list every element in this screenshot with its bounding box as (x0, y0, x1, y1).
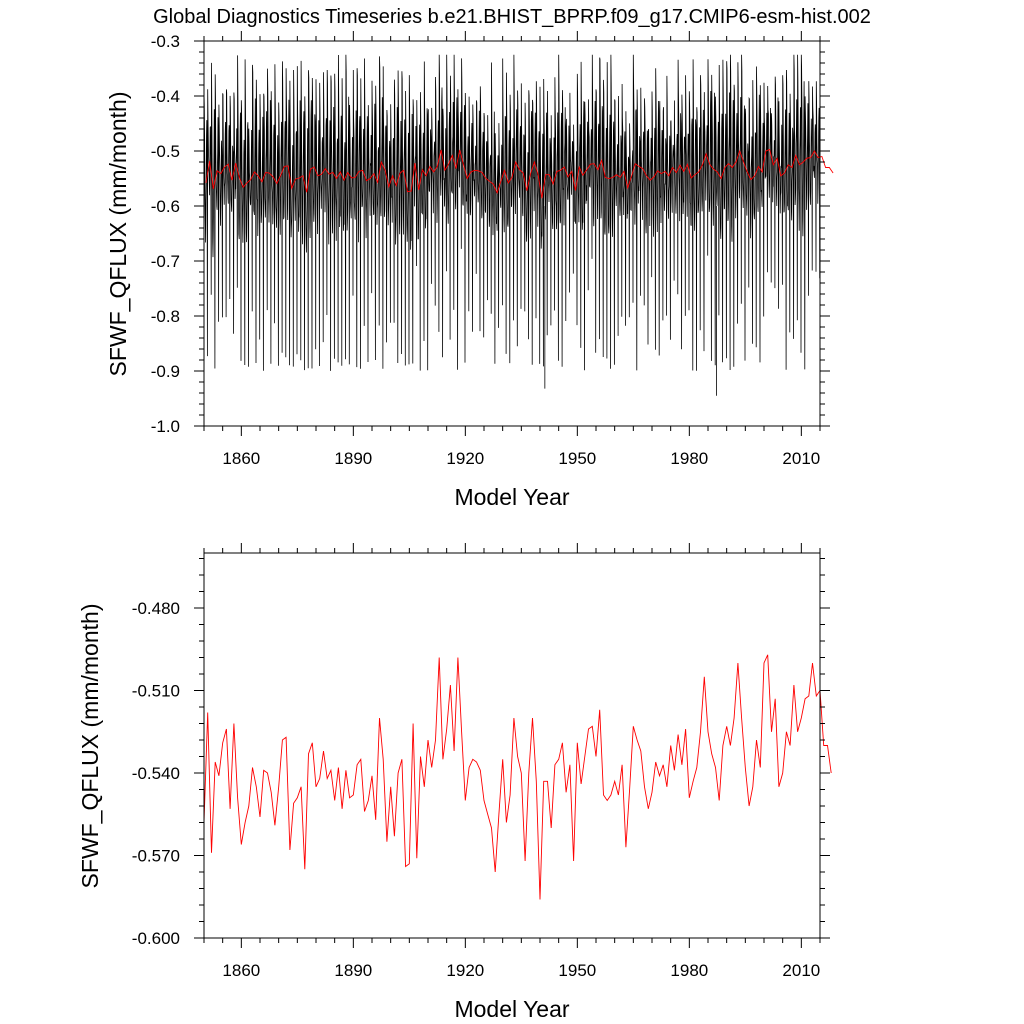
bottom-annual-series-line (203, 654, 832, 900)
top-xtick-label: 1920 (446, 449, 484, 468)
top-ytick-label: -0.5 (151, 142, 180, 161)
bottom-ylabel: SFWF_QFLUX (mm/month) (77, 604, 103, 889)
chart-title: Global Diagnostics Timeseries b.e21.BHIS… (153, 6, 871, 28)
bottom-ytick-label: -0.510 (132, 682, 180, 701)
top-xtick-label: 1950 (558, 449, 596, 468)
top-xtick-label: 1860 (222, 449, 260, 468)
top-ytick-label: -0.7 (151, 252, 180, 271)
bottom-plot-frame (203, 552, 821, 939)
bottom-plot-area (203, 654, 832, 900)
bottom-ytick-label: -0.600 (132, 929, 180, 948)
bottom-xtick-label: 1860 (222, 961, 260, 980)
bottom-xlabel: Model Year (454, 996, 569, 1022)
bottom-xtick-label: 1950 (558, 961, 596, 980)
top-plot-frame (203, 40, 821, 427)
bottom-ytick-label: -0.570 (132, 847, 180, 866)
bottom-axes: 1860 1890 1920 1950 1980 2010 -0.600 -0.570 -0.5… (132, 543, 830, 980)
bottom-xtick-label: 1920 (446, 961, 484, 980)
top-ytick-label: -1.0 (151, 417, 180, 436)
top-ytick-label: -0.6 (151, 197, 180, 216)
top-monthly-series-line (203, 54, 821, 371)
top-annual-series-line (205, 148, 834, 199)
top-ytick-label: -0.4 (151, 87, 180, 106)
top-chart: 1860 1890 1920 1950 1980 2010 -1.0 -0.9 -0.8 -0.7… (105, 31, 834, 510)
top-ytick-label: -0.9 (151, 362, 180, 381)
bottom-xtick-label: 2010 (782, 961, 820, 980)
top-ytick-label: -0.3 (151, 32, 180, 51)
top-xtick-label: 1890 (334, 449, 372, 468)
top-plot-area (203, 54, 834, 396)
top-ytick-label: -0.8 (151, 307, 180, 326)
top-xtick-label: 1980 (670, 449, 708, 468)
bottom-xtick-label: 1890 (334, 961, 372, 980)
bottom-chart: 1860 1890 1920 1950 1980 2010 -0.600 -0.570 -0.5… (77, 543, 832, 1022)
top-xtick-label: 2010 (782, 449, 820, 468)
bottom-ytick-label: -0.480 (132, 599, 180, 618)
top-axes: 1860 1890 1920 1950 1980 2010 -1.0 -0.9 -0.8 -0.7… (151, 31, 830, 468)
top-xlabel: Model Year (454, 484, 569, 510)
bottom-ytick-label: -0.540 (132, 764, 180, 783)
bottom-xtick-label: 1980 (670, 961, 708, 980)
top-ylabel: SFWF_QFLUX (mm/month) (105, 92, 131, 377)
